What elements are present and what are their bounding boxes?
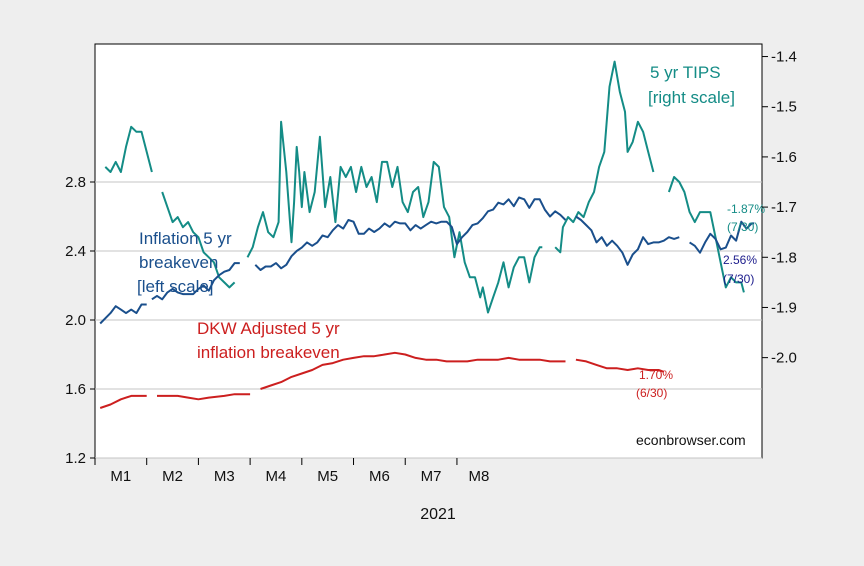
right-axis: -2.0 -1.9 -1.8 -1.7 -1.6 -1.5 -1.4	[762, 49, 797, 367]
series-line	[260, 351, 566, 390]
right-tick-label: -1.5	[771, 99, 797, 116]
dkw-label-line2: inflation breakeven	[197, 343, 340, 362]
left-axis: 1.2 1.6 2.0 2.4 2.8	[65, 174, 95, 467]
series-line	[689, 220, 755, 254]
infl-label-line1: Inflation 5 yr	[139, 229, 232, 248]
x-tick-label: M1	[110, 468, 131, 485]
series-group	[99, 60, 755, 409]
infl-label-line3: [left scale]	[137, 277, 214, 296]
right-tick-label: -1.4	[771, 49, 797, 66]
right-tick-label: -1.6	[771, 149, 797, 166]
right-tick-label: -1.8	[771, 249, 797, 266]
dkw-end-date: (6/30)	[636, 386, 667, 400]
series-line	[99, 303, 147, 325]
x-tick-label: M5	[317, 468, 338, 485]
x-tick-label: M2	[162, 468, 183, 485]
series-line	[246, 120, 543, 314]
source-credit: econbrowser.com	[636, 432, 746, 448]
series-line	[104, 125, 153, 173]
tips-end-date: (7/30)	[727, 220, 758, 234]
grid	[95, 181, 762, 459]
x-tick-label: M6	[369, 468, 390, 485]
left-tick-label: 1.2	[65, 450, 86, 467]
series-line	[157, 393, 251, 401]
right-tick-label: -1.7	[771, 199, 797, 216]
series-line	[151, 262, 240, 301]
series-line	[575, 358, 665, 373]
series-0	[104, 60, 745, 314]
tips-label-line2: [right scale]	[648, 88, 735, 107]
series-2	[99, 351, 665, 409]
left-tick-label: 2.8	[65, 174, 86, 191]
series-line	[575, 215, 680, 266]
series-line	[554, 60, 655, 254]
series-line	[161, 191, 236, 289]
x-tick-label: M7	[421, 468, 442, 485]
dkw-end-value: 1.70%	[639, 368, 673, 382]
series-1	[99, 196, 755, 325]
x-tick-label: M4	[266, 468, 287, 485]
left-tick-label: 2.0	[65, 312, 86, 329]
series-line	[99, 394, 147, 409]
infl-label-line2: breakeven	[139, 253, 218, 272]
tips-end-value: -1.87%	[727, 202, 765, 216]
left-tick-label: 1.6	[65, 381, 86, 398]
series-line	[667, 176, 745, 293]
series-line	[254, 196, 567, 271]
tips-label-line1: 5 yr TIPS	[650, 63, 721, 82]
x-tick-label: M3	[214, 468, 235, 485]
x-tick-label: M8	[469, 468, 490, 485]
right-tick-label: -2.0	[771, 350, 797, 367]
infl-end-value: 2.56%	[723, 253, 757, 267]
dkw-label-line1: DKW Adjusted 5 yr	[197, 319, 340, 338]
x-axis: M1 M2 M3 M4 M5 M6 M7 M8	[94, 458, 490, 485]
left-tick-label: 2.4	[65, 243, 86, 260]
right-tick-label: -1.9	[771, 299, 797, 316]
x-axis-label: 2021	[420, 506, 456, 523]
infl-end-date: (7/30)	[723, 272, 754, 286]
